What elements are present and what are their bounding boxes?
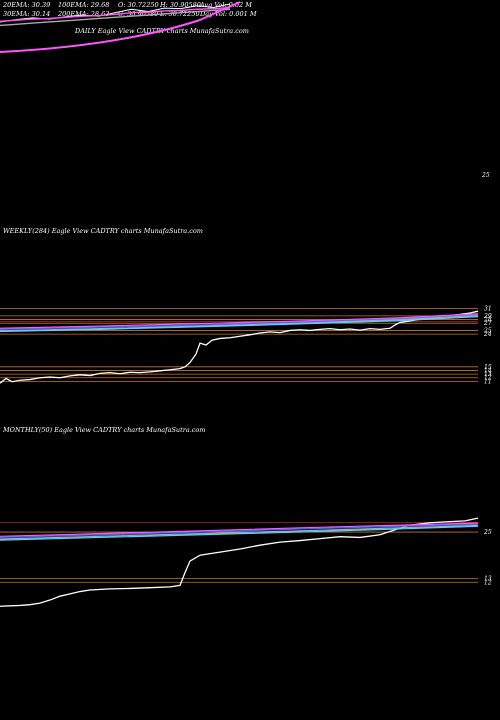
y-tick-label: 12 bbox=[484, 375, 492, 382]
monthly-series-1 bbox=[0, 523, 479, 539]
monthly-series-0 bbox=[0, 517, 479, 607]
daily-series-long-ema bbox=[0, 1, 241, 53]
y-tick-label: 24 bbox=[483, 331, 492, 338]
header-ema30: 30EMA: 30.14 bbox=[3, 10, 50, 18]
header-open: O: 30.72250 bbox=[118, 1, 159, 9]
weekly-series-1 bbox=[0, 313, 479, 330]
y-tick-label: 25 bbox=[483, 529, 492, 536]
monthly-series-4 bbox=[0, 525, 479, 541]
y-tick-label: 31 bbox=[484, 306, 492, 313]
monthly-title: MONTHLY(50) Eagle View CADTRY charts Mun… bbox=[2, 426, 205, 434]
header-ema20: 20EMA: 30.39 bbox=[2, 1, 50, 9]
y-tick-label: 13 bbox=[484, 371, 492, 378]
header-ema200: 200EMA: 28.63 bbox=[57, 10, 109, 18]
header-day-vol: Day Vol: 0.001 M bbox=[199, 10, 257, 18]
monthly-series-2 bbox=[0, 522, 479, 537]
daily-series-2 bbox=[0, 8, 231, 27]
header-high: H: 30.90580 bbox=[159, 1, 201, 9]
y-tick-label: 27 bbox=[483, 320, 492, 327]
y-tick-label: 11 bbox=[484, 378, 492, 385]
weekly-series-0 bbox=[0, 310, 479, 384]
y-tick-label: 28 bbox=[483, 317, 492, 324]
daily-series-1 bbox=[0, 6, 231, 23]
header-low: L: 30.72250 bbox=[159, 10, 200, 18]
y-tick-label: 29 bbox=[483, 313, 492, 320]
daily-y-tick-label: 25 bbox=[481, 172, 490, 179]
weekly-title: WEEKLY(284) Eagle View CADTRY charts Mun… bbox=[3, 227, 203, 235]
y-tick-label: 14 bbox=[484, 367, 492, 374]
weekly-series-4 bbox=[0, 316, 479, 333]
weekly-series-3 bbox=[0, 314, 479, 332]
header-ema100: 100EMA: 29.68 bbox=[58, 1, 109, 9]
header-row-2: 30EMA: 30.14 200EMA: 28.63 C: 30.90580 L… bbox=[3, 10, 257, 18]
y-tick-label: 13 bbox=[484, 575, 492, 582]
weekly-series-2 bbox=[0, 313, 479, 329]
daily-panel: 25 bbox=[0, 1, 490, 179]
y-tick-label: 12 bbox=[484, 579, 492, 586]
header-row-1: 20EMA: 30.39 100EMA: 29.68 O: 30.72250 H… bbox=[2, 1, 252, 9]
header-close: C: 30.90580 bbox=[118, 10, 158, 18]
monthly-series-3 bbox=[0, 524, 479, 540]
y-tick-label: 25 bbox=[483, 327, 492, 334]
y-tick-label: 15 bbox=[484, 364, 492, 371]
